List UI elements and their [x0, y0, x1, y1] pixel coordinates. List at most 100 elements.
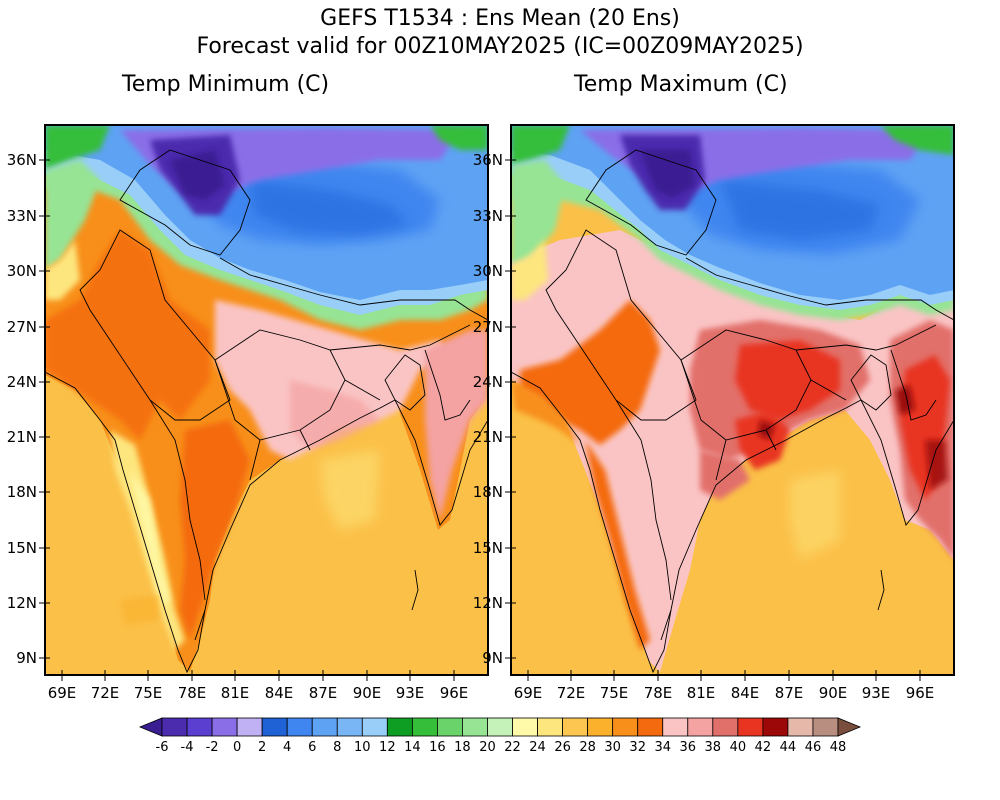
lon-label: 75E [134, 684, 163, 702]
lon-label: 96E [440, 684, 469, 702]
tmax-boundaries [511, 149, 954, 674]
colorbar-label: 0 [233, 740, 241, 755]
lat-label: 30N [473, 262, 503, 280]
tmin-field [45, 125, 488, 672]
panel-title-tmax: Temp Maximum (C) [574, 72, 788, 97]
lat-label: 18N [473, 483, 503, 501]
tmin-boundaries [45, 149, 488, 674]
lon-label: 84E [731, 684, 760, 702]
colorbar-swatch [762, 717, 789, 737]
lon-label: 78E [644, 684, 673, 702]
map-title: GEFS T1534 : Ens Mean (20 Ens) [320, 6, 680, 31]
colorbar-swatch [336, 717, 363, 737]
lat-label: 12N [7, 594, 37, 612]
forecast-valid-subtitle: Forecast valid for 00Z10MAY2025 (IC=00Z0… [196, 34, 804, 59]
colorbar-swatch [737, 717, 764, 737]
lat-label: 18N [7, 483, 37, 501]
lat-label: 27N [7, 318, 37, 336]
colorbar-swatch [286, 717, 313, 737]
colorbar-label: 18 [454, 740, 471, 755]
colorbar-label: 48 [830, 740, 847, 755]
colorbar-label: 12 [379, 740, 396, 755]
colorbar-arrow-low [138, 717, 163, 737]
lat-label: 21N [7, 428, 37, 446]
lon-label: 93E [396, 684, 425, 702]
colorbar-label: 46 [805, 740, 822, 755]
colorbar-swatch [587, 717, 614, 737]
colorbar-swatch [487, 717, 513, 737]
colorbar-label: -4 [181, 740, 194, 755]
tmax-field [511, 125, 954, 672]
lat-label: 9N [16, 649, 37, 667]
colorbar-swatch [687, 717, 714, 737]
colorbar-label: 42 [755, 740, 772, 755]
axes-tmax: 36N 33N 30N 27N 24N 21N 18N 15N 12N 9N 69E 72E 75E 78… [473, 151, 935, 702]
colorbar-swatch [562, 717, 589, 737]
colorbar-swatch [261, 717, 288, 737]
lat-label: 33N [7, 207, 37, 225]
colorbar-label: 24 [529, 740, 546, 755]
frame-tmin [44, 124, 489, 676]
colorbar-swatch [812, 717, 839, 737]
colorbar-label: -6 [156, 740, 169, 755]
panel-title-tmin: Temp Minimum (C) [122, 72, 330, 97]
lat-label: 24N [7, 373, 37, 391]
lat-label: 12N [473, 594, 503, 612]
colorbar-swatch [662, 717, 689, 737]
lat-label: 15N [473, 539, 503, 557]
colorbar-swatch [186, 717, 213, 737]
lat-label: 27N [473, 318, 503, 336]
lon-label: 96E [906, 684, 935, 702]
colorbar-label: 26 [554, 740, 571, 755]
lon-label: 93E [862, 684, 891, 702]
colorbar-swatch [537, 717, 563, 737]
lat-label: 36N [473, 151, 503, 169]
colorbar-label: 14 [404, 740, 421, 755]
colorbar-swatch [437, 717, 463, 737]
lon-label: 69E [514, 684, 543, 702]
colorbar-label: 8 [333, 740, 341, 755]
lat-label: 36N [7, 151, 37, 169]
lon-label: 81E [687, 684, 716, 702]
lat-label: 21N [473, 428, 503, 446]
colorbar-swatch [161, 717, 188, 737]
lat-label: 30N [7, 262, 37, 280]
colorbar-label: 20 [479, 740, 496, 755]
colorbar-label: 10 [354, 740, 371, 755]
colorbar-swatch [712, 717, 739, 737]
lat-label: 24N [473, 373, 503, 391]
colorbar-label: 16 [429, 740, 446, 755]
colorbar-swatch [411, 717, 438, 737]
colorbar-label: 28 [579, 740, 596, 755]
lon-label: 90E [819, 684, 848, 702]
map-panel-tmax [511, 125, 954, 675]
colorbar-swatch [787, 717, 814, 737]
lon-label: 75E [600, 684, 629, 702]
colorbar-label: 44 [780, 740, 797, 755]
colorbar-label: 22 [504, 740, 521, 755]
lat-label: 15N [7, 539, 37, 557]
colorbar-arrow-high [837, 717, 862, 737]
lat-label: 33N [473, 207, 503, 225]
colorbar-label: 38 [705, 740, 722, 755]
colorbar-label: -2 [206, 740, 219, 755]
colorbar-swatch [512, 717, 538, 737]
lon-label: 84E [265, 684, 294, 702]
colorbar-swatch [236, 717, 263, 737]
lat-label: 9N [482, 649, 503, 667]
colorbar-swatch [462, 717, 488, 737]
colorbar-swatch [211, 717, 238, 737]
colorbar-label: 32 [629, 740, 646, 755]
colorbar-label: 40 [730, 740, 747, 755]
colorbar-label: 6 [308, 740, 316, 755]
colorbar-swatch [386, 717, 413, 737]
axes-tmin: 36N 33N 30N 27N 24N 21N 18N 15N 12N 9N 69E 72E 75E 78… [7, 151, 469, 702]
lon-label: 72E [557, 684, 586, 702]
map-panel-tmin [45, 125, 488, 675]
lon-label: 87E [309, 684, 338, 702]
colorbar-swatch [311, 717, 338, 737]
lon-label: 78E [178, 684, 207, 702]
colorbar-swatch [612, 717, 639, 737]
colorbar-swatch [637, 717, 664, 737]
